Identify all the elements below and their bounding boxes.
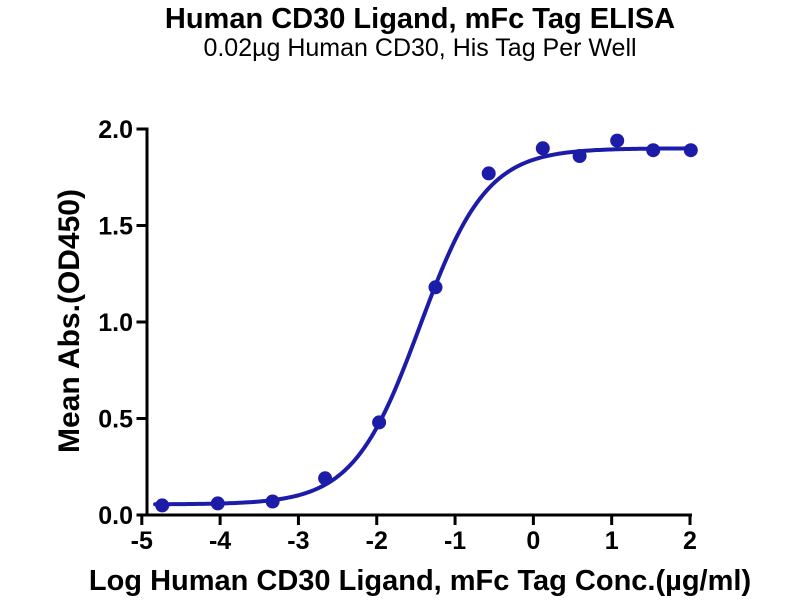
data-point — [610, 133, 625, 148]
x-tick-label: -5 — [131, 527, 153, 555]
x-tick-label: -1 — [444, 527, 466, 555]
x-axis-ticks: -5 -4 -3 -2 -1 0 1 2 — [131, 516, 697, 555]
x-tick-label: -2 — [366, 527, 388, 555]
x-axis-title: Log Human CD30 Ligand, mFc Tag Conc.(µg/… — [89, 565, 751, 597]
data-point — [481, 166, 496, 181]
data-point — [646, 143, 661, 158]
data-points — [155, 133, 698, 513]
data-point — [265, 494, 280, 509]
y-axis-title: Mean Abs.(OD450) — [53, 189, 86, 453]
fit-curve — [153, 146, 693, 507]
data-point — [572, 149, 587, 163]
data-point — [535, 141, 550, 156]
y-axis-ticks: 0.0 0.5 1.0 1.5 2.0 — [98, 116, 147, 530]
y-tick-label: 0.5 — [98, 406, 133, 434]
chart-title: Human CD30 Ligand, mFc Tag ELISA — [164, 3, 676, 35]
y-tick-label: 1.0 — [98, 309, 133, 337]
x-tick-label: 2 — [683, 527, 697, 555]
x-tick-label: -3 — [287, 527, 309, 555]
chart-subtitle: 0.02µg Human CD30, His Tag Per Well — [203, 34, 637, 62]
y-tick-label: 2.0 — [98, 116, 133, 144]
x-tick-label: 0 — [526, 527, 540, 555]
x-tick-label: 1 — [605, 527, 619, 555]
x-tick-label: -4 — [209, 527, 231, 555]
data-point — [210, 496, 225, 511]
data-point — [683, 143, 698, 158]
y-tick-label: 1.5 — [98, 213, 133, 241]
data-point — [372, 415, 387, 430]
data-point — [155, 498, 170, 513]
data-point — [428, 280, 443, 295]
y-tick-label: 0.0 — [98, 502, 133, 530]
data-point — [318, 471, 333, 486]
